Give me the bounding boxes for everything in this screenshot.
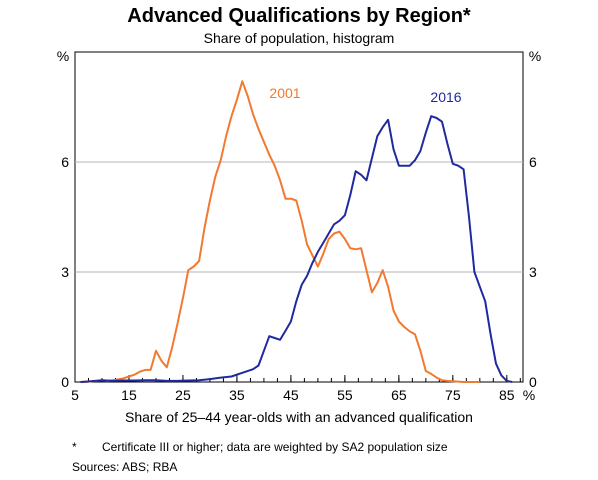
y-tick-right-3: 3: [529, 264, 537, 280]
y-tick-right-6: 6: [529, 154, 537, 170]
footnote-mark: *: [72, 440, 77, 454]
x-tick-45: 45: [283, 387, 299, 403]
x-tick-15: 15: [121, 387, 137, 403]
y-unit-left: %: [57, 48, 69, 64]
series-label-2001: 2001: [269, 85, 300, 101]
chart-subtitle: Share of population, histogram: [204, 30, 395, 46]
series-label-2016: 2016: [430, 89, 461, 105]
x-tick-5: 5: [71, 387, 79, 403]
x-tick-35: 35: [229, 387, 245, 403]
gridlines: [75, 161, 523, 273]
plot-area: [74, 51, 524, 383]
x-tick-75: 75: [445, 387, 461, 403]
x-unit: %: [523, 387, 535, 403]
y-tick-left-6: 6: [61, 154, 69, 170]
footnote-text: Certificate III or higher; data are weig…: [102, 440, 448, 454]
series-line-2016: [80, 115, 513, 383]
x-tick-65: 65: [391, 387, 407, 403]
y-tick-left-3: 3: [61, 264, 69, 280]
x-tick-55: 55: [337, 387, 353, 403]
x-tick-85: 85: [499, 387, 515, 403]
x-axis-label: Share of 25–44 year-olds with an advance…: [125, 409, 473, 425]
footnote: * Certificate III or higher; data are wei…: [72, 440, 448, 454]
y-tick-right-0: 0: [529, 374, 537, 390]
y-unit-right: %: [529, 48, 541, 64]
series-line-2001: [80, 80, 480, 383]
x-tick-25: 25: [175, 387, 191, 403]
y-tick-left-0: 0: [61, 374, 69, 390]
axis-ticks: 0 03 36 65 15 25 35 45 55 65 75 85: [61, 154, 537, 403]
series-lines: [80, 80, 513, 383]
chart-title: Advanced Qualifications by Region*: [127, 5, 471, 27]
sources: Sources: ABS; RBA: [72, 460, 178, 474]
